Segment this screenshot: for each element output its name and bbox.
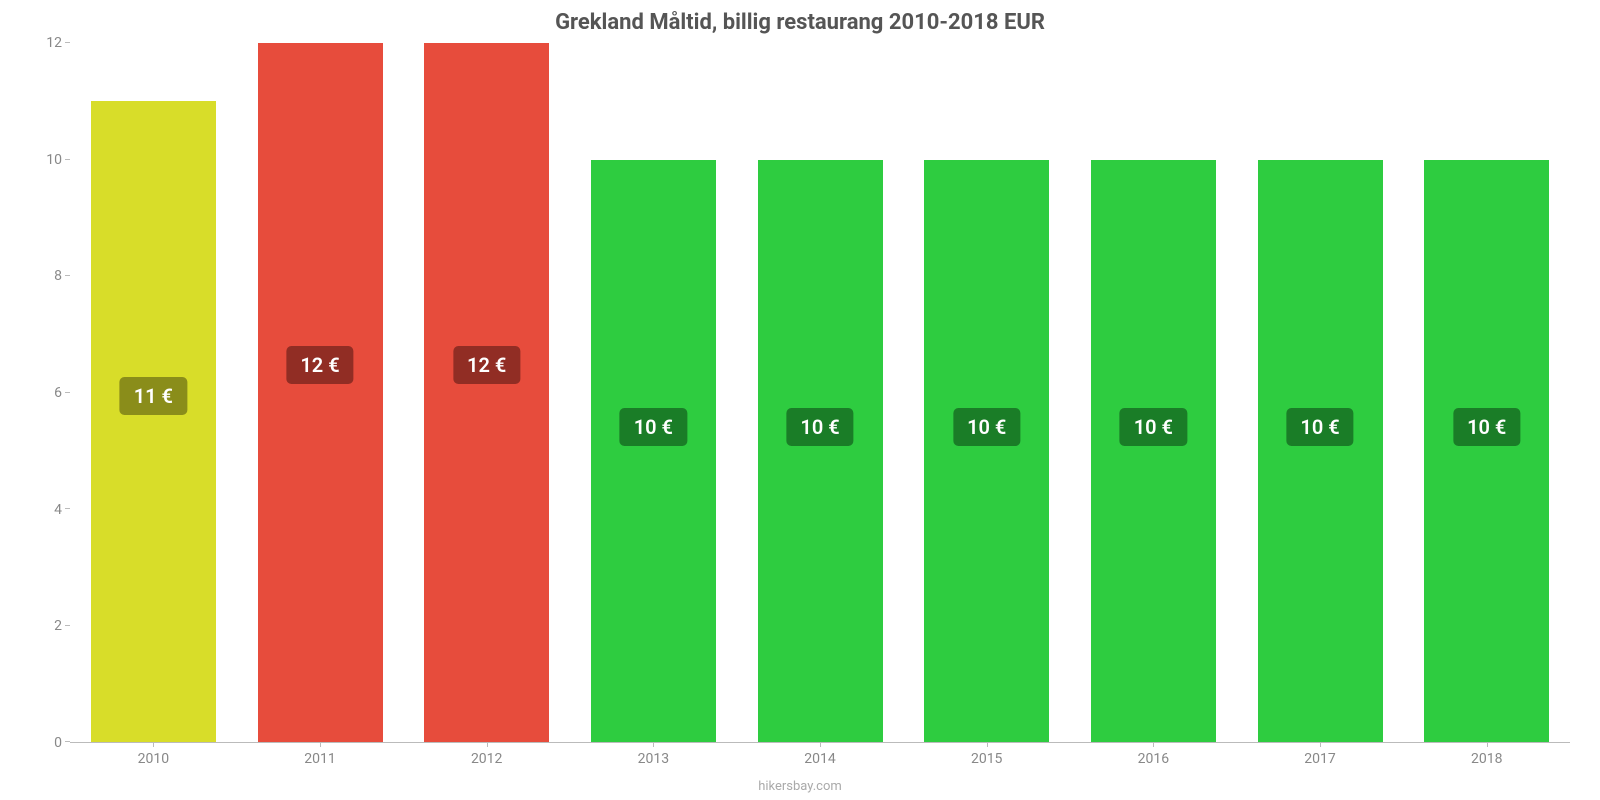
x-tick-mark xyxy=(1153,742,1154,747)
y-tick-label: 6 xyxy=(54,385,62,401)
bar: 11 € xyxy=(91,101,216,742)
y-tick-label: 10 xyxy=(46,152,62,168)
bar-value-label: 10 € xyxy=(1120,408,1187,446)
y-tick-mark xyxy=(65,42,70,43)
bar-value-label: 12 € xyxy=(286,346,353,384)
x-tick-label: 2017 xyxy=(1237,751,1404,767)
y-axis: 024681012 xyxy=(30,43,70,743)
bar-value-label: 12 € xyxy=(453,346,520,384)
x-tick-mark xyxy=(987,742,988,747)
y-tick-label: 2 xyxy=(54,618,62,634)
bars-row: 11 € 12 € 12 € 10 € 10 € 10 € 10 € 10 € 10 € xyxy=(70,43,1570,742)
bar-slot: 10 € xyxy=(1237,43,1404,742)
y-tick-label: 12 xyxy=(46,35,62,51)
y-tick-mark xyxy=(65,625,70,626)
bar: 10 € xyxy=(1091,160,1216,743)
bar-value-label: 10 € xyxy=(786,408,853,446)
bar-value-label: 11 € xyxy=(120,377,187,415)
bar-value-label: 10 € xyxy=(1286,408,1353,446)
bar: 10 € xyxy=(1258,160,1383,743)
bars-area: 11 € 12 € 12 € 10 € 10 € 10 € 10 € 10 € 10 € xyxy=(70,43,1570,743)
bar-slot: 11 € xyxy=(70,43,237,742)
x-tick-label: 2011 xyxy=(237,751,404,767)
y-tick-label: 8 xyxy=(54,268,62,284)
y-tick-mark xyxy=(65,508,70,509)
chart-container: Grekland Måltid, billig restaurang 2010-… xyxy=(0,0,1600,800)
x-tick-label: 2015 xyxy=(903,751,1070,767)
bar: 10 € xyxy=(924,160,1049,743)
bar-slot: 12 € xyxy=(237,43,404,742)
bar-slot: 10 € xyxy=(1403,43,1570,742)
bar-slot: 10 € xyxy=(737,43,904,742)
x-tick-mark xyxy=(153,742,154,747)
bar: 10 € xyxy=(758,160,883,743)
bar: 12 € xyxy=(258,43,383,742)
x-tick-label: 2016 xyxy=(1070,751,1237,767)
x-tick-label: 2014 xyxy=(737,751,904,767)
x-tick-mark xyxy=(487,742,488,747)
y-tick-mark xyxy=(65,159,70,160)
x-tick-mark xyxy=(1320,742,1321,747)
bar: 10 € xyxy=(591,160,716,743)
bar-value-label: 10 € xyxy=(620,408,687,446)
x-tick-label: 2013 xyxy=(570,751,737,767)
x-tick-label: 2012 xyxy=(403,751,570,767)
x-tick-mark xyxy=(653,742,654,747)
plot-area: 024681012 11 €12 €12 €10 €10 €10 €10 €10… xyxy=(30,43,1570,743)
x-tick-mark xyxy=(820,742,821,747)
chart-title: Grekland Måltid, billig restaurang 2010-… xyxy=(30,10,1570,35)
bar-value-label: 10 € xyxy=(1453,408,1520,446)
y-tick-label: 0 xyxy=(54,735,62,751)
x-tick-mark xyxy=(320,742,321,747)
x-tick-mark xyxy=(1487,742,1488,747)
chart-footer: hikersbay.com xyxy=(0,779,1600,794)
y-tick-mark xyxy=(65,741,70,742)
bar-slot: 10 € xyxy=(903,43,1070,742)
y-tick-mark xyxy=(65,275,70,276)
y-tick-label: 4 xyxy=(54,502,62,518)
bar-value-label: 10 € xyxy=(953,408,1020,446)
bar-slot: 10 € xyxy=(570,43,737,742)
x-tick-label: 2010 xyxy=(70,751,237,767)
bar-slot: 12 € xyxy=(403,43,570,742)
x-tick-label: 2018 xyxy=(1403,751,1570,767)
bar: 12 € xyxy=(424,43,549,742)
x-axis: 201020112012201320142015201620172018 xyxy=(70,751,1570,767)
bar-slot: 10 € xyxy=(1070,43,1237,742)
bar: 10 € xyxy=(1424,160,1549,743)
y-tick-mark xyxy=(65,392,70,393)
